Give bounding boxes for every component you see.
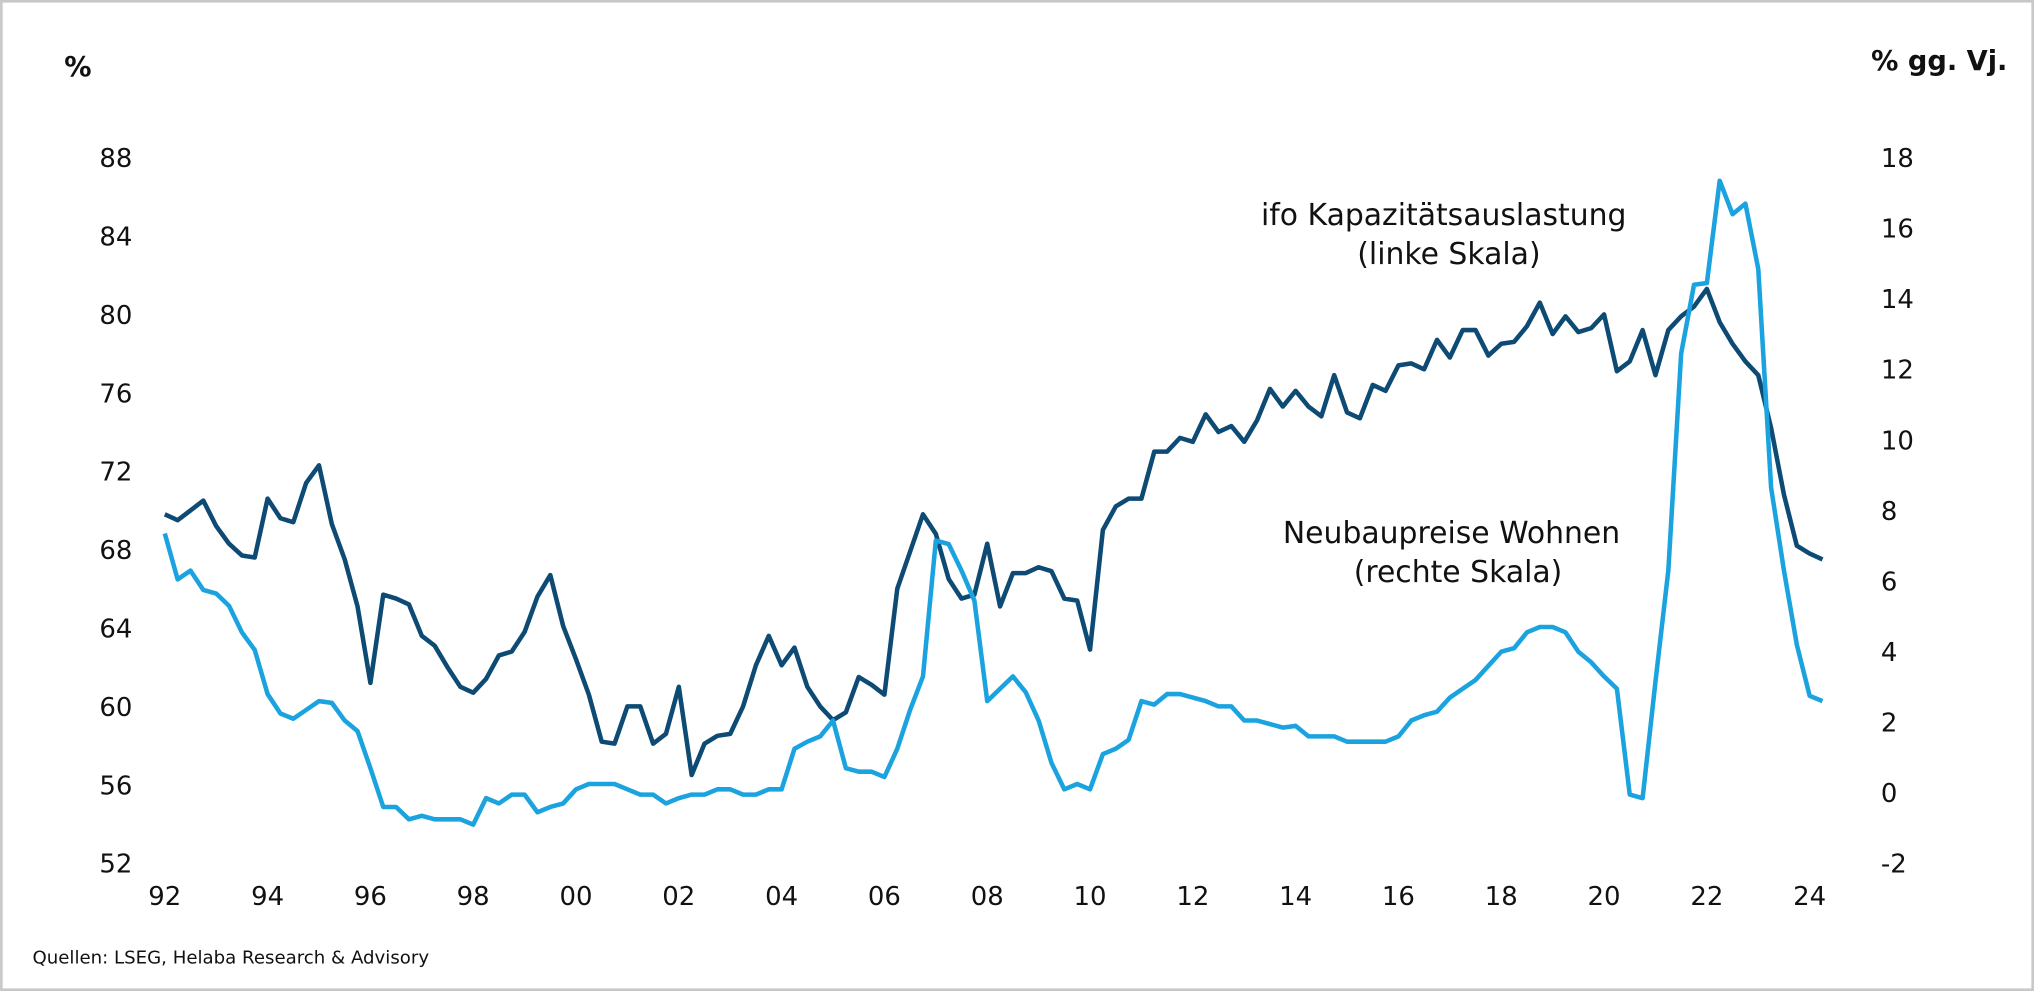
- x-tick-label: 04: [765, 882, 798, 912]
- y2-tick-label: 2: [1881, 709, 1898, 739]
- x-tick-label: 98: [457, 882, 490, 912]
- series-scale-label: (rechte Skala): [1354, 555, 1563, 590]
- y-tick-label: 56: [99, 771, 132, 801]
- y-tick-label: 76: [99, 379, 132, 409]
- x-tick-label: 22: [1690, 882, 1723, 912]
- y2-tick-label: 8: [1881, 497, 1898, 527]
- y-tick-label: 72: [99, 458, 132, 488]
- y2-tick-label: 10: [1881, 426, 1914, 456]
- x-tick-label: 14: [1279, 882, 1312, 912]
- y-axis-label: %: [64, 52, 91, 83]
- x-tick-label: 92: [148, 882, 181, 912]
- y2-tick-label: -2: [1881, 850, 1907, 880]
- y2-tick-label: 0: [1881, 779, 1898, 809]
- x-tick-label: 00: [560, 882, 593, 912]
- x-tick-label: 24: [1793, 882, 1826, 912]
- x-tick-label: 10: [1074, 882, 1107, 912]
- series-label: Neubaupreise Wohnen: [1283, 516, 1620, 551]
- y-tick-label: 52: [99, 850, 132, 880]
- y2-tick-label: 18: [1881, 144, 1914, 174]
- source: Quellen: LSEG, Helaba Research & Advisor…: [32, 948, 429, 969]
- y2-tick-label: 4: [1881, 638, 1898, 668]
- x-tick-label: 18: [1485, 882, 1518, 912]
- y-tick-label: 88: [99, 144, 132, 174]
- series-line: [162, 178, 1824, 827]
- x-tick-label: 20: [1588, 882, 1621, 912]
- x-tick-label: 16: [1382, 882, 1415, 912]
- y2-tick-label: 14: [1881, 285, 1914, 315]
- y2-axis-label: % gg. Vj.: [1871, 46, 2007, 77]
- series-line: [163, 286, 1824, 778]
- x-tick-label: 08: [971, 882, 1004, 912]
- x-tick-label: 12: [1176, 882, 1209, 912]
- x-tick-label: 94: [251, 882, 284, 912]
- series-scale-label: (linke Skala): [1357, 237, 1540, 272]
- y2-tick-label: 16: [1881, 215, 1914, 245]
- y-tick-label: 64: [99, 614, 132, 644]
- y2-tick-label: 6: [1881, 567, 1898, 597]
- y-tick-label: 60: [99, 693, 132, 723]
- y-tick-label: 84: [99, 222, 132, 252]
- series-label: ifo Kapazitätsauslastung: [1261, 198, 1626, 233]
- x-tick-label: 02: [662, 882, 695, 912]
- x-tick-label: 96: [354, 882, 387, 912]
- y-tick-label: 80: [99, 301, 132, 331]
- y2-tick-label: 12: [1881, 356, 1914, 386]
- x-tick-label: 06: [868, 882, 901, 912]
- y-tick-label: 68: [99, 536, 132, 566]
